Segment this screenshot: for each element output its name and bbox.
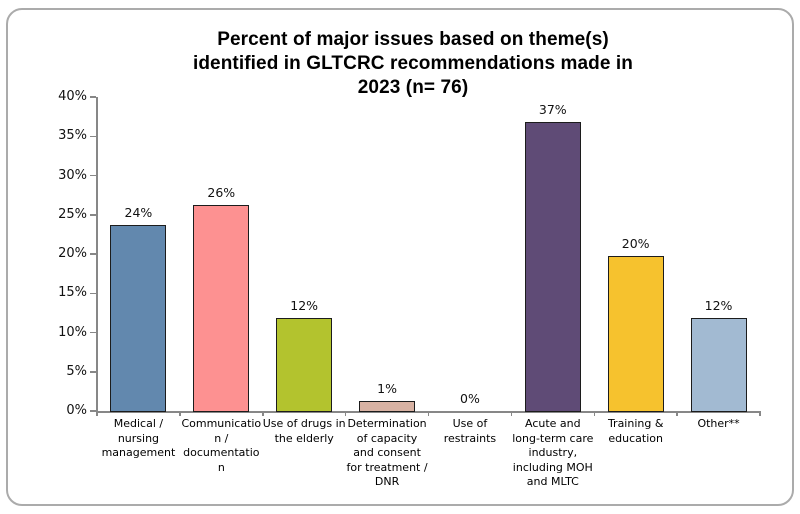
y-tick-label: 30% <box>58 167 87 183</box>
y-tick-label: 15% <box>58 285 87 301</box>
y-tick-label: 40% <box>58 89 87 104</box>
y-tick <box>90 371 96 373</box>
bar-value-label: 26% <box>207 185 236 200</box>
bar <box>276 318 333 412</box>
x-tick <box>593 411 595 416</box>
bar-cell: 12% <box>263 97 346 412</box>
x-category-label: Communication / documentation <box>181 417 262 474</box>
y-tick <box>90 410 96 412</box>
x-category-label: Medical / nursing management <box>101 417 176 459</box>
bar <box>110 225 167 412</box>
bar-value-label: 12% <box>290 298 319 313</box>
bar <box>607 256 664 412</box>
y-tick <box>90 253 96 255</box>
bar-cell: 20% <box>594 97 677 412</box>
x-category-label: Training & education <box>607 417 664 445</box>
x-tick <box>262 411 264 416</box>
y-axis-line <box>96 97 98 411</box>
y-tick <box>90 292 96 294</box>
x-tick <box>427 411 430 416</box>
x-category-label: Other** <box>697 417 740 430</box>
x-category-labels: Medical / nursing management Communicatio… <box>97 417 760 490</box>
chart-title: Percent of major issues based on theme(s… <box>192 29 634 98</box>
y-tick-label: 10% <box>58 324 87 340</box>
x-category-label: Use of restraints <box>443 417 497 445</box>
bar-cell: 12% <box>677 97 760 412</box>
y-tick <box>90 96 96 98</box>
bar <box>193 205 250 412</box>
bar <box>524 122 581 412</box>
bar <box>690 318 747 412</box>
y-tick-label: 35% <box>58 128 87 144</box>
bar-cell: 24% <box>97 97 180 412</box>
bar-value-label: 20% <box>621 236 650 251</box>
x-category-label: Acute and long-term care industry, inclu… <box>512 417 594 488</box>
bar-cell: 37% <box>511 97 594 412</box>
bar-cell: 26% <box>180 97 263 412</box>
y-tick <box>90 135 96 137</box>
bar <box>359 401 416 412</box>
x-tick <box>759 411 761 416</box>
bar-value-label: 0% <box>460 391 480 406</box>
y-tick-label: 25% <box>58 206 87 222</box>
x-category-label: Determination of capacity and consent fo… <box>346 417 428 488</box>
y-tick <box>90 174 96 177</box>
y-tick <box>90 214 96 216</box>
x-category-label: Use of drugs in the elderly <box>262 417 346 445</box>
y-tick <box>90 331 96 334</box>
bar-cell: 0% <box>429 97 512 411</box>
y-tick-label: 5% <box>66 363 87 379</box>
bar-cell: 1% <box>346 97 429 412</box>
plot-area: 0% 5% 10% 15% 20% 25% 30% 35% 40% 24% 26% 12% 1% 0% 37… <box>58 89 761 418</box>
x-tick <box>96 411 98 416</box>
x-tick <box>344 411 347 416</box>
x-tick <box>510 411 513 416</box>
bar-value-label: 37% <box>538 102 567 117</box>
bar-value-label: 1% <box>377 381 397 396</box>
y-tick-label: 20% <box>58 246 87 261</box>
x-tick <box>179 411 181 416</box>
bar-value-label: 24% <box>124 205 153 220</box>
y-tick-label: 0% <box>66 403 87 418</box>
bar-value-label: 12% <box>704 298 733 313</box>
x-tick <box>676 411 678 416</box>
